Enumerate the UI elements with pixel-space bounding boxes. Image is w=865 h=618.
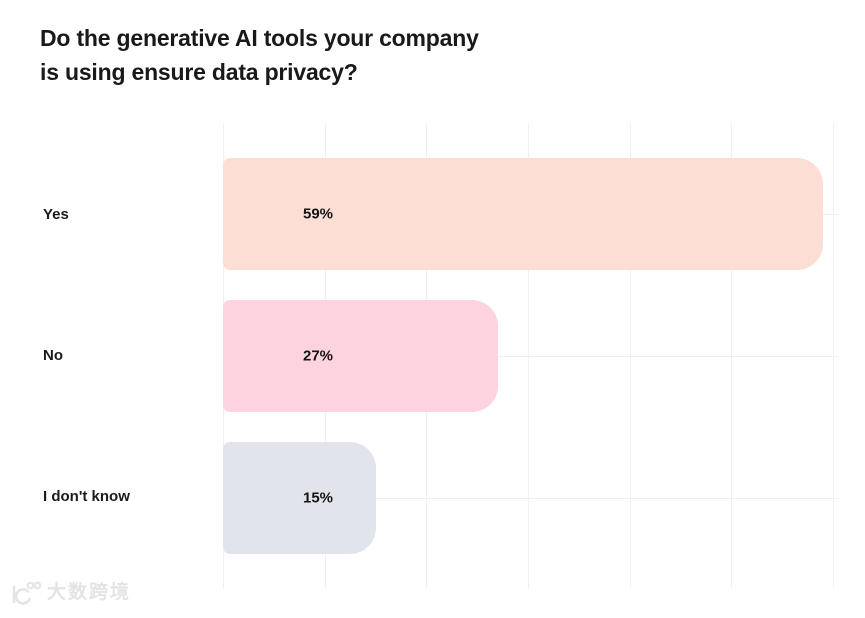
bar-dont-know: 15% — [223, 442, 376, 554]
value-label-no: 27% — [303, 347, 334, 365]
watermark: 大数跨境 — [8, 576, 131, 610]
plot-area: 59% 27% 15% — [223, 123, 839, 588]
value-label-dont-know: 15% — [303, 489, 334, 507]
gridline — [731, 123, 733, 588]
gridline — [629, 123, 631, 588]
chart-title-line-2: is using ensure data privacy? — [40, 59, 358, 85]
category-label-no: No — [43, 347, 63, 364]
chart-title: Do the generative AI tools your company … — [40, 21, 479, 89]
row-gridline — [223, 356, 839, 357]
bar-row-yes: 59% — [223, 158, 839, 270]
gridline — [833, 123, 834, 588]
row-gridline — [223, 498, 839, 499]
category-label-dont-know: I don't know — [43, 488, 130, 505]
bar-row-no: 27% — [223, 300, 839, 412]
gridline — [528, 123, 529, 588]
bar-yes: 59% — [223, 158, 823, 270]
value-label-yes: 59% — [303, 205, 334, 223]
bar-no: 27% — [223, 300, 498, 412]
dashu-100-smiley-logo-icon — [12, 581, 42, 605]
watermark-text: 大数跨境 — [47, 582, 132, 603]
category-label-yes: Yes — [43, 206, 69, 223]
chart-title-line-1: Do the generative AI tools your company — [40, 25, 479, 51]
bar-row-dont-know: 15% — [223, 442, 839, 554]
